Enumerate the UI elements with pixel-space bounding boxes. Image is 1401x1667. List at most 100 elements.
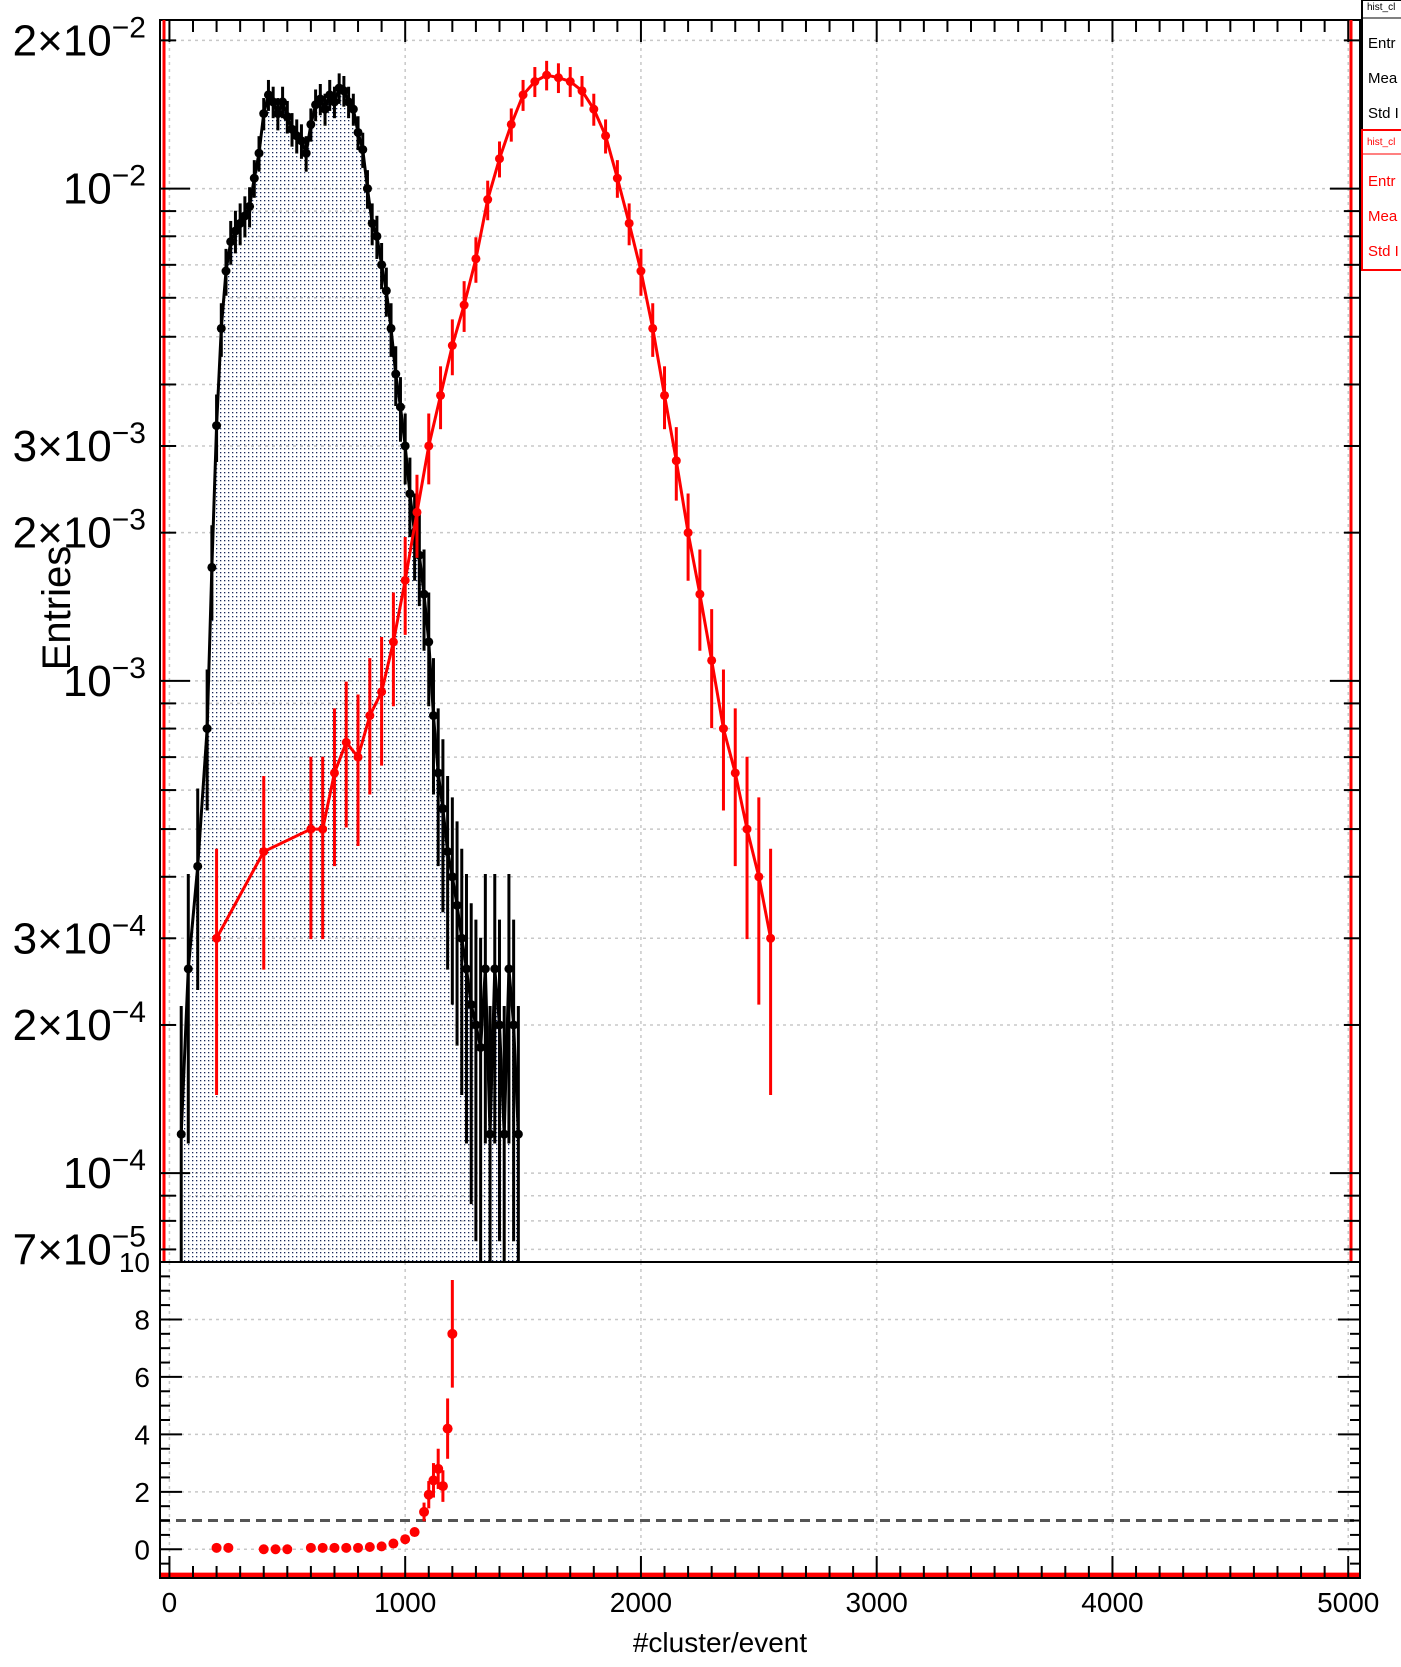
series-1-point: [506, 119, 516, 129]
series-0-point: [457, 933, 467, 943]
series-1-point: [742, 824, 752, 834]
series-0-point: [325, 90, 335, 100]
series-0-point: [509, 1020, 519, 1030]
series-0-point: [362, 184, 372, 194]
series-0-point: [212, 421, 222, 431]
series-0-point: [405, 489, 415, 499]
series-0-point: [466, 1000, 476, 1010]
ratio-point: [211, 1542, 222, 1553]
series-0-point: [230, 226, 240, 236]
series-1-point: [601, 131, 611, 141]
ratio-point: [433, 1463, 444, 1474]
y-tick-label: 6: [134, 1362, 150, 1393]
series-0-point: [480, 964, 490, 974]
series-1-point: [259, 847, 269, 857]
series-1-point: [365, 711, 375, 721]
ratio-point: [364, 1541, 375, 1552]
series-1-point: [424, 441, 434, 451]
bottom-frame-rect: [159, 1261, 1361, 1579]
series-1-point: [518, 90, 528, 100]
series-0-point: [329, 97, 339, 107]
ratio-point: [376, 1541, 387, 1552]
y-tick-label: 2×10−4: [13, 996, 146, 1050]
x-tick-label: 4000: [1081, 1587, 1143, 1618]
top-series-layer: [176, 60, 776, 1262]
series-0-point: [344, 97, 354, 107]
ratio-point: [270, 1544, 281, 1555]
x-axis-label: #cluster/event: [633, 1627, 808, 1658]
series-0-point: [443, 847, 453, 857]
series-1-point: [565, 77, 575, 87]
ratio-point: [317, 1542, 328, 1553]
legend-title: hist_cl: [1367, 2, 1395, 13]
series-0-point: [176, 1129, 186, 1139]
series-0-point: [216, 323, 226, 333]
legend-row: Mea: [1368, 208, 1398, 225]
series-0-point: [268, 97, 278, 107]
y-tick-label: 3×10−4: [13, 909, 146, 963]
x-tick-label: 0: [162, 1587, 178, 1618]
y-axis-label: Entries: [35, 546, 79, 671]
stats-legend: hist_cl Entr Mea Std I hist_cl Entr Mea Std I: [1361, 0, 1401, 271]
series-0-point: [320, 104, 330, 114]
y-tick-label: 2: [134, 1477, 150, 1508]
ratio-point: [258, 1544, 269, 1555]
series-1-point: [388, 637, 398, 647]
legend-row: Std I: [1368, 105, 1399, 122]
series-0-point: [494, 1020, 504, 1030]
series-0-point: [424, 637, 434, 647]
series-1-point: [400, 575, 410, 585]
series-1-point: [589, 104, 599, 114]
series-0-point: [447, 872, 457, 882]
y-tick-label: 2×10−2: [13, 11, 146, 65]
series-1-point: [530, 77, 540, 87]
legend-row: Entr: [1368, 35, 1396, 52]
series-0-point: [428, 711, 438, 721]
series-0-point: [395, 402, 405, 412]
y-tick-label: 10−3: [63, 652, 146, 706]
series-0-point: [315, 94, 325, 104]
ratio-point: [428, 1475, 439, 1486]
series-0-point: [263, 90, 273, 100]
series-0-point: [240, 211, 250, 221]
series-1-point: [695, 589, 705, 599]
series-0-point: [461, 964, 471, 974]
ratio-point: [437, 1481, 448, 1492]
series-0-point: [419, 589, 429, 599]
series-0-point: [339, 86, 349, 96]
ratio-point: [329, 1542, 340, 1553]
series-0-point: [226, 237, 236, 247]
series-0-point: [381, 286, 391, 296]
series-0-point: [377, 260, 387, 270]
y-tick-label: 4: [134, 1419, 150, 1450]
series-0-point: [490, 964, 500, 974]
series-0-point: [193, 861, 203, 871]
series-0-point: [235, 218, 245, 228]
series-0-point: [353, 127, 363, 137]
x-tick-label: 5000: [1317, 1587, 1379, 1618]
series-1-point: [459, 300, 469, 310]
series-1-point: [341, 737, 351, 747]
series-1-point: [542, 70, 552, 80]
series-0-point: [296, 136, 306, 146]
y-tick-label: 3×10−3: [13, 417, 146, 471]
series-0-point: [254, 148, 264, 158]
series-1-point: [660, 390, 670, 400]
series-1-point: [447, 340, 457, 350]
series-0-point: [183, 964, 193, 974]
series-1-point: [636, 266, 646, 276]
legend-row: Mea: [1368, 70, 1398, 87]
ratio-point: [400, 1534, 411, 1545]
series-0-point: [207, 562, 217, 572]
series-0-point: [301, 148, 311, 158]
series-0-point: [202, 724, 212, 734]
series-0-point: [476, 1042, 486, 1052]
x-tick-label: 3000: [846, 1587, 908, 1618]
series-0-point: [358, 145, 368, 155]
ratio-point: [442, 1423, 453, 1434]
y-tick-label: 8: [134, 1304, 150, 1335]
series-0-point: [504, 964, 514, 974]
series-1-point: [671, 456, 681, 466]
legend-row: Entr: [1368, 173, 1396, 190]
